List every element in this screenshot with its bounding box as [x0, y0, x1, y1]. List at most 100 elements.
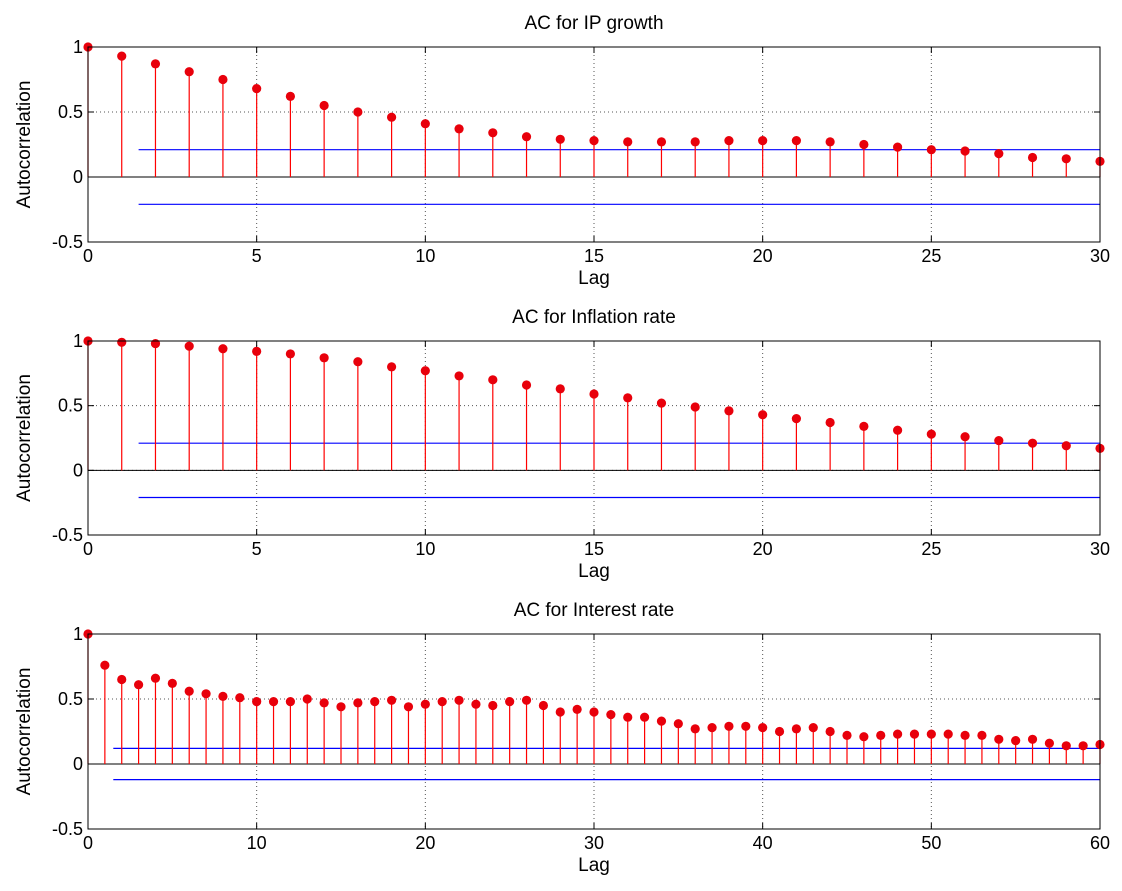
x-tick-label: 50	[921, 833, 941, 853]
stem-marker	[555, 134, 565, 144]
stem-marker	[252, 84, 262, 94]
stem-marker	[471, 699, 481, 709]
stem-marker	[454, 695, 464, 705]
stem-marker	[319, 698, 329, 708]
stem-marker	[1011, 736, 1021, 746]
stem-marker	[454, 371, 464, 381]
stem-marker	[437, 697, 447, 707]
stem-marker	[1061, 441, 1071, 451]
chart-title: AC for IP growth	[524, 13, 663, 34]
x-tick-label: 60	[1090, 833, 1110, 853]
stem-marker	[201, 689, 211, 699]
x-axis-label: Lag	[578, 268, 610, 289]
stem-marker	[825, 137, 835, 147]
stem-marker	[842, 730, 852, 741]
stem-marker	[252, 697, 262, 707]
chart-title: AC for Inflation rate	[512, 307, 676, 328]
stem-marker	[909, 729, 920, 739]
stem-marker	[656, 716, 667, 726]
stem-marker	[859, 421, 869, 431]
stem-marker	[690, 724, 700, 734]
stem-marker	[454, 124, 464, 134]
y-tick-label: 0.5	[58, 102, 83, 122]
x-tick-label: 10	[415, 539, 435, 559]
stem-marker	[1061, 154, 1071, 164]
stem-marker	[656, 398, 667, 408]
x-axis-label: Lag	[578, 561, 610, 582]
stem-marker	[167, 678, 177, 689]
stem-marker	[876, 730, 886, 741]
stem-marker	[285, 349, 295, 359]
stem-marker	[994, 149, 1004, 159]
stem-marker	[252, 346, 262, 356]
chart-title: AC for Interest rate	[514, 600, 675, 621]
stem-marker	[268, 697, 279, 707]
x-tick-label: 20	[415, 833, 435, 853]
stem-marker	[218, 691, 228, 702]
x-tick-label: 15	[584, 246, 604, 266]
stem-marker	[943, 729, 953, 739]
stem-marker	[117, 51, 127, 61]
stem-marker	[150, 59, 161, 69]
x-tick-label: 0	[83, 833, 93, 853]
stem-marker	[387, 112, 397, 122]
stem-marker	[1044, 738, 1054, 748]
stem-marker	[589, 707, 599, 717]
stem-marker	[960, 432, 970, 442]
stem-marker	[690, 137, 700, 147]
stem-marker	[825, 417, 835, 428]
stem-marker	[302, 694, 312, 704]
stem-marker	[218, 344, 228, 354]
stem-marker	[724, 406, 734, 416]
stem-marker	[859, 139, 869, 150]
stem-marker	[403, 702, 414, 712]
stem-marker	[505, 697, 515, 707]
y-axis-label: Autocorrelation	[14, 668, 35, 796]
stem-marker	[285, 697, 295, 707]
stem-marker	[791, 136, 802, 146]
stem-marker	[420, 699, 430, 709]
stem-marker	[926, 729, 936, 739]
stem-marker	[960, 730, 970, 741]
stem-marker	[774, 726, 785, 737]
stem-marker	[134, 680, 144, 690]
stem-marker	[235, 693, 245, 703]
y-tick-label: 1	[73, 37, 83, 57]
stem-marker	[825, 726, 835, 737]
stem-marker	[893, 142, 903, 152]
y-axis-label: Autocorrelation	[14, 81, 35, 209]
stem-marker	[758, 723, 768, 733]
stem-marker	[859, 732, 869, 742]
stem-marker	[387, 362, 397, 372]
stem-marker	[184, 341, 194, 351]
x-tick-label: 30	[1090, 246, 1110, 266]
stem-marker	[893, 425, 903, 435]
stem-marker	[319, 353, 329, 363]
y-tick-label: -0.5	[52, 819, 83, 839]
stem-marker	[623, 137, 633, 147]
y-tick-label: 0	[73, 460, 83, 480]
y-tick-label: 0	[73, 167, 83, 187]
stem-marker	[707, 723, 717, 733]
stem-marker	[353, 107, 363, 117]
stem-marker	[488, 128, 498, 138]
stem-marker	[184, 686, 194, 696]
stem-marker	[285, 91, 295, 101]
stem-marker	[1027, 438, 1038, 448]
stem-marker	[741, 721, 751, 731]
y-tick-label: -0.5	[52, 525, 83, 545]
stem-marker	[606, 710, 616, 720]
acf-panel-interest-rate: 0 10 20 30 40 50 60-0.500.51 AC for Interest r…	[14, 600, 1110, 876]
stem-marker	[353, 357, 363, 367]
x-tick-label: 40	[753, 833, 773, 853]
stem-marker	[1027, 734, 1038, 744]
stem-marker	[387, 695, 397, 705]
x-tick-label: 25	[921, 539, 941, 559]
stem-marker	[184, 67, 194, 77]
stem-marker	[758, 136, 768, 146]
stem-marker	[150, 673, 161, 683]
x-tick-label: 0	[83, 539, 93, 559]
stem-marker	[488, 375, 498, 385]
x-tick-label: 5	[252, 539, 262, 559]
stem-marker	[589, 389, 599, 399]
